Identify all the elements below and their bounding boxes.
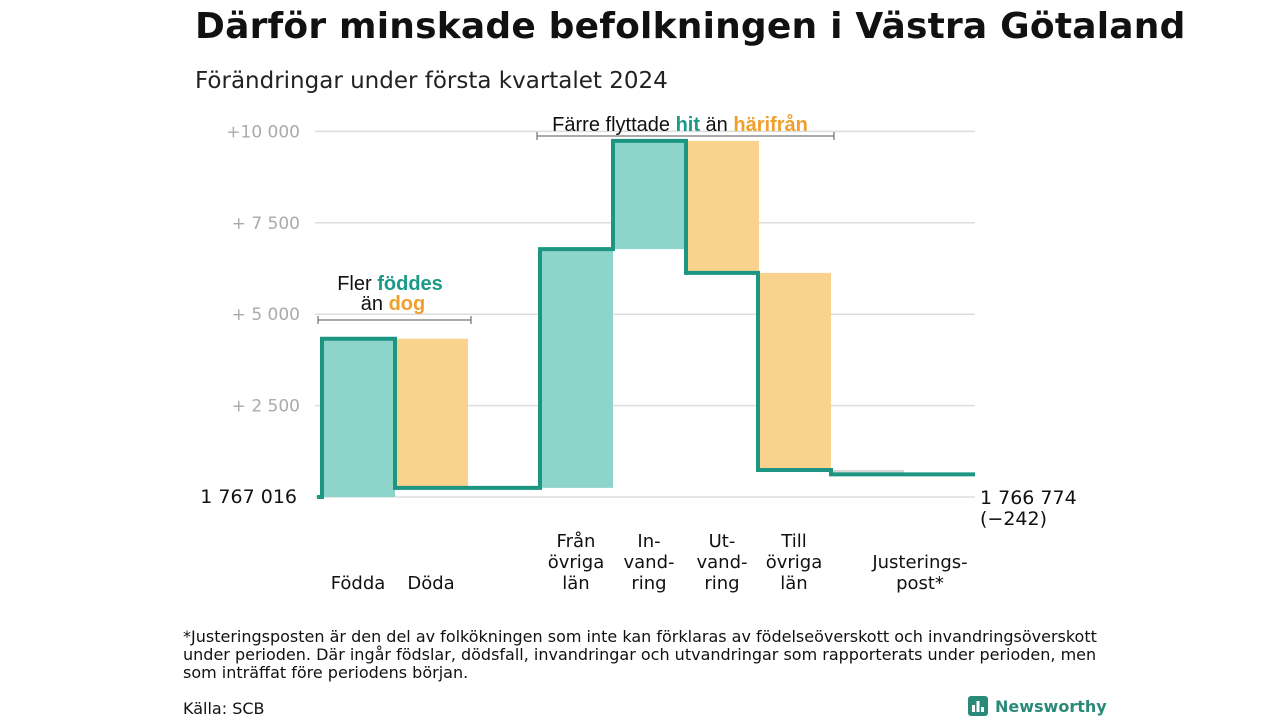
annotation-births-line2: än dog — [361, 293, 425, 315]
newsworthy-logo-icon — [968, 696, 988, 716]
bar-3 — [540, 249, 613, 488]
chart-subtitle: Förändringar under första kvartalet 2024 — [195, 68, 668, 94]
source-note: Källa: SCB — [183, 699, 265, 718]
waterfall-chart: +10 000 + 7 500 + 5 000 + 2 500 1 767 016 1 … — [200, 113, 1077, 594]
start-value-label: 1 767 016 — [200, 486, 297, 508]
end-change-label: (−242) — [980, 508, 1047, 530]
end-value-label: 1 766 774 — [980, 487, 1077, 509]
bar-1 — [322, 338, 395, 497]
newsworthy-logo: Newsworthy — [968, 696, 1107, 716]
annotation-births-line1: Fler föddes — [337, 273, 443, 295]
category-label: övriga — [766, 552, 823, 573]
annotation-migration: Färre flyttade hit än härifrån — [552, 113, 808, 136]
category-label: Döda — [407, 573, 454, 594]
bar-2 — [395, 338, 468, 488]
y-tick-label: +10 000 — [226, 122, 300, 142]
bar-7 — [831, 469, 904, 475]
chart-title: Därför minskade befolkningen i Västra Gö… — [195, 6, 1186, 47]
category-label: post* — [896, 573, 944, 594]
category-label: län — [780, 573, 807, 594]
y-tick-label: + 2 500 — [232, 397, 300, 417]
category-label: In- — [637, 531, 660, 552]
category-label: ring — [704, 573, 739, 594]
category-label: Till — [780, 531, 806, 552]
y-tick-label: + 5 000 — [232, 305, 300, 325]
cumulative-step-line — [317, 138, 975, 499]
category-label: vand- — [623, 552, 674, 573]
bar-6 — [758, 272, 831, 470]
bar-4 — [613, 140, 686, 250]
y-tick-label: + 7 500 — [232, 214, 300, 234]
logo-text: Newsworthy — [995, 696, 1107, 716]
category-label: län — [562, 573, 589, 594]
category-label: Födda — [331, 573, 386, 594]
category-label: Ut- — [709, 531, 736, 552]
category-label: Från — [557, 531, 596, 552]
category-label: övriga — [548, 552, 605, 573]
bar-5 — [686, 140, 759, 273]
category-label: Justerings- — [871, 552, 967, 573]
footnote: *Justeringsposten är den del av folkökni… — [183, 627, 1097, 682]
category-label: vand- — [696, 552, 747, 573]
category-label: ring — [631, 573, 666, 594]
